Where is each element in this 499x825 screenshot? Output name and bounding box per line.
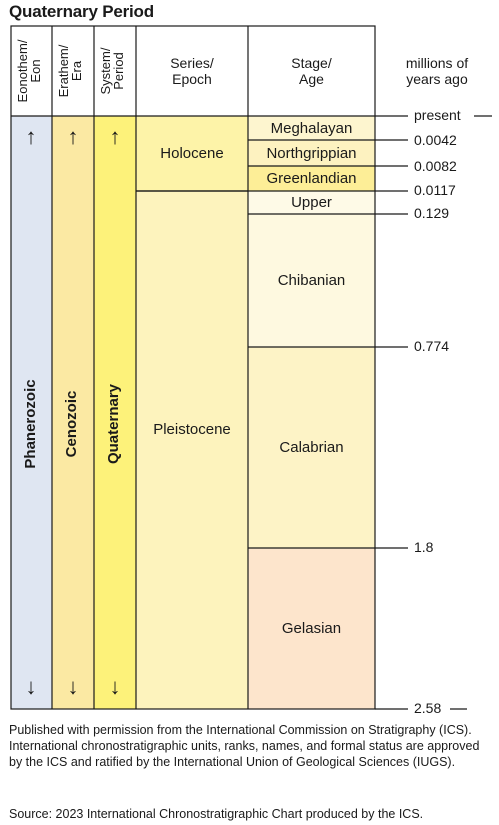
eon-column [11,116,52,709]
down-arrow-icon: ↓ [25,674,37,699]
up-arrow-icon: ↑ [25,124,37,149]
stage-label-chibanian: Chibanian [277,272,346,289]
age-label: 0.774 [414,338,450,354]
holocene-label: Holocene [160,145,224,162]
age-label: 0.0042 [414,132,457,148]
chart-title: Quaternary Period [9,2,154,21]
header-stage: Stage/ Age [291,55,332,87]
stage-label-calabrian: Calabrian [279,439,344,456]
up-arrow-icon: ↑ [67,124,79,149]
stage-label-greenlandian: Greenlandian [266,170,357,187]
upper-cell [248,191,375,214]
meghalayan-cell [248,116,375,140]
header-mya: millions of years ago [405,55,469,87]
age-label: 2.58 [414,700,442,716]
age-label: 0.0117 [414,182,456,198]
stage-label-gelasian: Gelasian [281,620,342,637]
down-arrow-icon: ↓ [109,674,121,699]
permission-note: Published with permission from the Inter… [9,723,480,769]
up-arrow-icon: ↑ [109,124,121,149]
era-column [52,116,94,709]
age-label: 0.0082 [414,158,457,174]
header-epoch: Series/ Epoch [170,55,214,87]
age-label-present: present [414,107,461,123]
period-name: Quaternary [105,383,122,465]
stage-label-northgrippian: Northgrippian [266,144,357,162]
down-arrow-icon: ↓ [67,674,79,699]
header-eon: Eonothem/ Eon [15,39,43,103]
greenlandian-cell [248,166,375,191]
era-name: Cenozoic [63,390,80,458]
pleistocene-label: Pleistocene [153,421,231,438]
header-era: Erathem/ Era [56,44,84,98]
period-column [94,116,136,709]
eon-name: Phanerozoic [22,379,39,469]
source-note: Source: 2023 International Chronostratig… [9,807,424,821]
pleistocene-cell [136,191,248,709]
age-label: 0.129 [414,205,450,221]
gelasian-cell [248,548,375,709]
northgrippian-cell [248,140,375,166]
stage-label-meghalayan: Meghalayan [270,119,353,137]
calabrian-cell [248,347,375,548]
holocene-cell [136,116,248,191]
age-label: 1.8 [414,539,434,555]
header-period: System/ Period [98,47,126,95]
stage-label-upper: Upper [291,194,332,211]
chibanian-cell [248,214,375,347]
